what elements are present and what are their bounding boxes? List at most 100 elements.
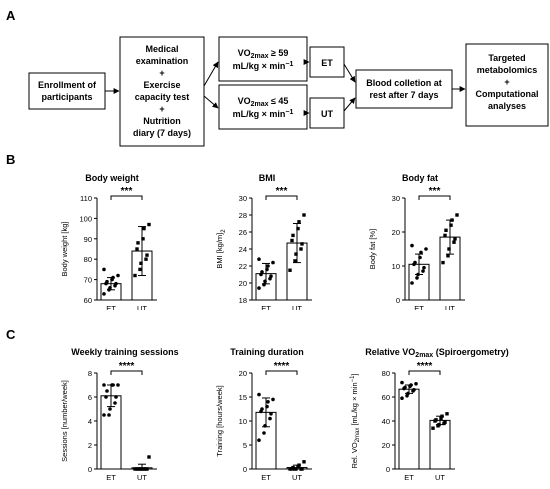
chart-training-duration: Training duration Training [hours/week] 0 5… [215,347,312,482]
significance-label: *** [276,186,288,197]
data-point [262,282,266,287]
data-point [414,382,418,386]
data-point [147,455,151,459]
y-tick-label: 0 [396,296,400,305]
panel-letter-c: C [6,327,16,342]
medical-line-6: + [159,104,164,114]
data-point [288,268,292,272]
box-medical-examination [119,36,205,147]
chart-title: Weekly training sessions [71,347,178,357]
data-point [136,241,140,245]
data-point [409,383,413,387]
medical-line-1: Medical [145,44,178,54]
data-point [410,281,414,285]
data-point [291,233,295,238]
x-tick-label: UT [435,473,445,482]
data-point [257,438,261,442]
data-point [422,265,426,270]
data-point [297,463,301,467]
data-point [266,400,270,404]
targeted-line-3: + [504,77,509,87]
data-point [431,426,435,430]
data-point [114,281,118,286]
y-tick-label: 15 [239,393,247,402]
data-point [421,269,425,273]
y-tick-label: 0 [243,465,247,474]
box-et [309,46,345,78]
y-tick-label: 80 [382,369,390,378]
data-point [441,260,445,265]
data-point [257,257,261,261]
data-point [141,237,145,241]
data-point [446,254,450,258]
data-point [262,431,266,435]
data-point [443,233,447,238]
chart-body-fat: Body fat Body fat [%] 0 10 20 30 ET UT *** [368,173,465,310]
data-point [263,424,267,428]
y-tick-label: 80 [84,255,92,264]
data-point [293,259,297,263]
data-point [102,292,106,296]
data-point [440,414,444,418]
data-point [111,275,115,280]
data-point [447,247,451,251]
data-point [269,412,273,416]
y-tick-label: 60 [84,296,92,305]
data-point [400,396,404,400]
data-point [299,247,303,251]
data-point [135,247,139,251]
data-point [449,223,453,227]
chart-bmi: BMI BMI [kg/m]2 18 20 22 24 26 28 30 ET UT *** [215,173,312,310]
data-point [297,220,301,224]
data-point [133,273,137,278]
chart-title: Body fat [402,173,438,183]
data-point [257,286,261,290]
chart-title: BMI [259,173,276,183]
study-flowchart: Enrollment of participants Medical exami… [28,36,549,147]
y-tick-label: 24 [239,245,247,254]
y-tick-label: 10 [392,262,400,271]
data-point [139,261,143,265]
data-point [108,285,112,290]
data-point [142,226,146,231]
y-tick-label: 8 [88,369,92,378]
data-point [416,272,420,277]
data-point [455,213,459,217]
data-point [138,267,142,272]
y-tick-label: 0 [386,465,390,474]
data-point [291,465,295,470]
data-point [107,413,111,417]
y-tick-label: 4 [88,417,92,426]
data-point [302,213,306,217]
significance-label: *** [429,186,441,197]
y-tick-label: 0 [88,465,92,474]
box-vo2-low [218,84,308,130]
significance-bracket [110,370,143,375]
data-point [450,218,454,222]
data-point [410,243,414,248]
data-point [260,270,264,274]
data-point [439,416,443,421]
data-point [147,222,151,227]
data-point [419,250,423,255]
data-point [415,276,419,280]
chart-weekly-training-sessions: Weekly training sessions Sessions [number… [60,347,179,482]
x-tick-label: ET [106,473,116,482]
data-point [114,395,118,399]
significance-bracket [265,195,298,200]
data-point [263,279,267,284]
enroll-line-1: Enrollment of [38,80,97,90]
y-tick-label: 28 [239,211,247,220]
y-tick-label: 6 [88,393,92,402]
chart-title: Body weight [85,173,139,183]
y-axis-label: BMI [kg/m]2 [215,229,227,269]
data-point [412,388,416,392]
x-tick-label: UT [445,304,455,310]
vo2-low-line-2: mL/kg × min−1 [233,109,294,119]
data-point [302,460,306,464]
significance-label: **** [417,361,433,372]
y-tick-label: 10 [239,417,247,426]
x-tick-label: ET [261,473,271,482]
data-point [105,389,109,393]
data-point [260,407,264,411]
